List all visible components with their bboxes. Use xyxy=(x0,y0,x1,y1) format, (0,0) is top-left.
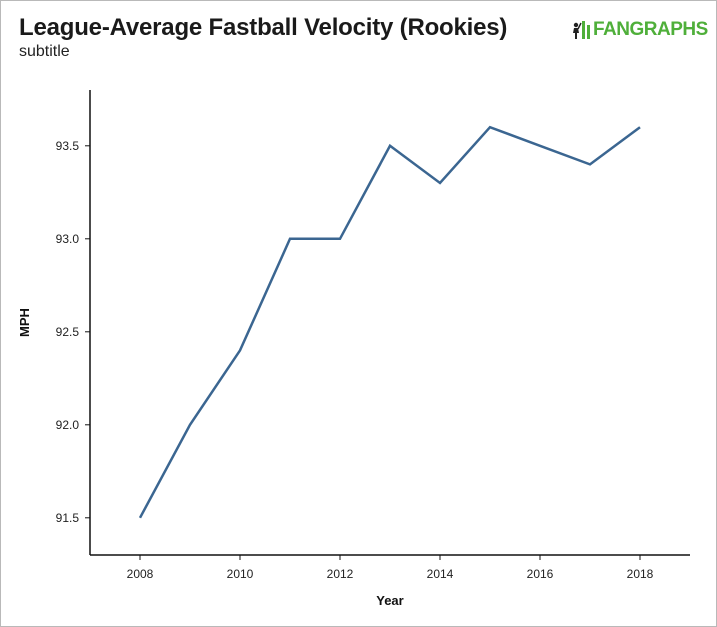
y-tick-label: 93.0 xyxy=(56,232,80,246)
series-line xyxy=(138,125,641,519)
x-axis-ticks: 2008 2010 2012 2014 2016 2018 xyxy=(127,555,654,581)
x-tick-label: 2016 xyxy=(527,567,554,581)
fangraphs-wordmark: FANGRAPHS xyxy=(593,19,708,40)
y-tick-label: 93.5 xyxy=(56,139,80,153)
y-tick-label: 92.0 xyxy=(56,418,80,432)
chart-title: League-Average Fastball Velocity (Rookie… xyxy=(19,14,508,41)
y-axis-ticks: 91.5 92.0 92.5 93.0 93.5 xyxy=(56,139,90,525)
x-axis-title: Year xyxy=(376,593,403,608)
y-tick-label: 91.5 xyxy=(56,511,80,525)
x-tick-label: 2008 xyxy=(127,567,154,581)
chart-subtitle: subtitle xyxy=(19,43,70,60)
x-tick-label: 2010 xyxy=(227,567,254,581)
y-tick-label: 92.5 xyxy=(56,325,80,339)
fangraphs-player-icon xyxy=(573,21,590,39)
x-tick-label: 2012 xyxy=(327,567,354,581)
x-tick-label: 2018 xyxy=(627,567,654,581)
series-group xyxy=(138,125,641,519)
y-axis-title: MPH xyxy=(17,308,32,337)
x-tick-label: 2014 xyxy=(427,567,454,581)
fangraphs-logo: FANGRAPHS xyxy=(570,19,708,41)
chart-axes xyxy=(89,90,690,556)
